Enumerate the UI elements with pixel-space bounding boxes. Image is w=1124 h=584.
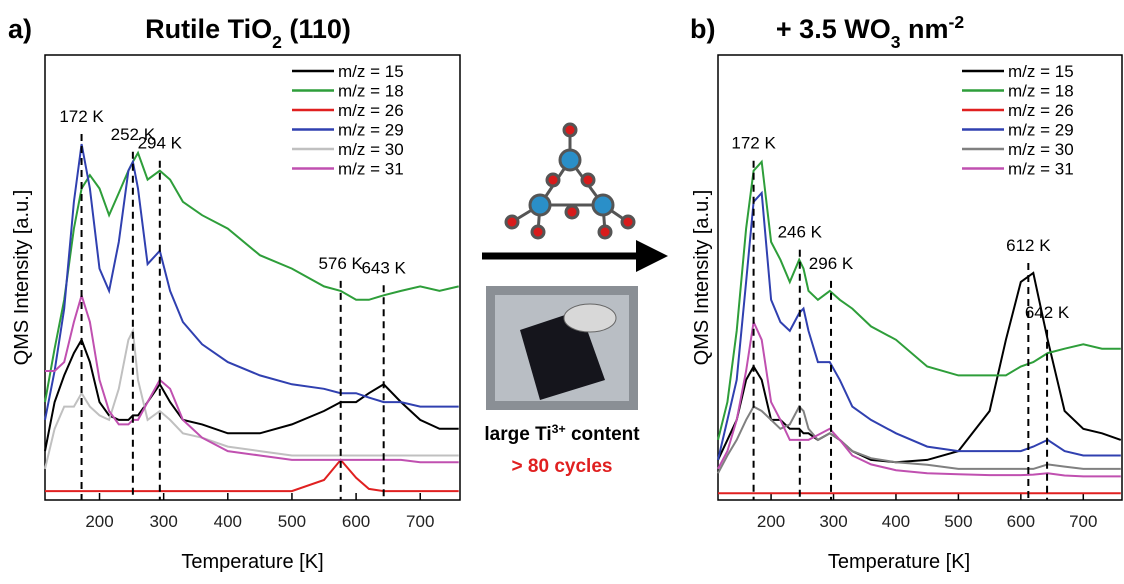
annotation-label: 642 K [1025, 303, 1070, 322]
annotation-label: 643 K [361, 258, 406, 277]
legend-label: m/z = 18 [1008, 82, 1074, 101]
annotation-label: 252 K [111, 125, 156, 144]
text-segment: nm [900, 14, 948, 44]
panel-label: b) [690, 14, 715, 44]
x-tick-label: 600 [342, 512, 370, 531]
annotation-label: 172 K [59, 107, 104, 126]
chart-title: Rutile TiO2 (110) [145, 14, 351, 52]
legend-label: m/z = 30 [1008, 140, 1074, 159]
chart-title: + 3.5 WO3 nm-2 [776, 12, 964, 52]
text-segment: Rutile TiO [145, 14, 272, 44]
data-line [717, 190, 1121, 461]
x-tick-label: 700 [406, 512, 434, 531]
annotation-label: 576 K [318, 254, 363, 273]
molecule-icon [504, 122, 636, 240]
legend-label: m/z = 31 [1008, 160, 1074, 179]
data-line [44, 337, 459, 452]
chart-panel: a) Rutile TiO2 (110) 200 300 400 500 600 700 Tem… [8, 14, 461, 573]
x-tick-label: 200 [85, 512, 113, 531]
x-tick-label: 300 [149, 512, 177, 531]
text-segment: large Ti [484, 424, 551, 445]
text-segment: 3+ [552, 422, 566, 436]
legend-label: m/z = 26 [1008, 101, 1074, 120]
annotation-label: 246 K [778, 223, 823, 242]
center-scheme [482, 122, 668, 410]
x-tick-label: 500 [944, 512, 972, 531]
legend-label: m/z = 15 [338, 62, 404, 81]
x-tick-label: 600 [1007, 512, 1035, 531]
caption: large Ti3+ content [484, 422, 640, 445]
x-axis-label: Temperature [K] [828, 551, 970, 573]
legend-label: m/z = 15 [1008, 62, 1074, 81]
annotation-label: 294 K [138, 134, 183, 153]
data-line [44, 150, 459, 403]
sample-photo [486, 286, 638, 410]
text-segment: -2 [948, 12, 964, 32]
panel-label: a) [8, 14, 32, 44]
data-line [45, 291, 459, 464]
x-tick-label: 300 [819, 512, 847, 531]
data-line [44, 327, 459, 470]
y-axis-label: QMS Intensity [a.u.] [691, 190, 713, 366]
text-segment: 3 [891, 32, 901, 52]
data-line [45, 458, 459, 493]
data-line [717, 318, 1121, 478]
data-line [717, 159, 1121, 441]
text-segment: content [566, 424, 641, 445]
text-segment: 2 [272, 32, 282, 52]
legend-label: m/z = 29 [338, 121, 404, 140]
x-tick-label: 400 [882, 512, 910, 531]
legend-label: m/z = 31 [338, 160, 404, 179]
x-tick-label: 700 [1069, 512, 1097, 531]
text-segment: (110) [282, 14, 351, 44]
center-text: large Ti3+ content > 80 cycles [484, 422, 640, 477]
annotation-label: 612 K [1006, 236, 1051, 255]
plot-frame [44, 54, 461, 501]
legend-label: m/z = 30 [338, 140, 404, 159]
cycles-note: > 80 cycles [512, 456, 613, 477]
text-segment: + 3.5 WO [776, 14, 891, 44]
legend-label: m/z = 29 [1008, 121, 1074, 140]
legend-label: m/z = 18 [338, 82, 404, 101]
chart-panel: b) + 3.5 WO3 nm-2 200 300 400 500 600 700 Temper… [690, 12, 1123, 573]
x-tick-label: 200 [757, 512, 785, 531]
annotation-label: 172 K [731, 134, 776, 153]
plot-frame [717, 54, 1123, 501]
x-tick-label: 500 [278, 512, 306, 531]
data-line [44, 143, 459, 421]
arrow-head [636, 240, 668, 272]
data-line [717, 271, 1122, 464]
legend-label: m/z = 26 [338, 101, 404, 120]
annotation-label: 296 K [809, 254, 854, 273]
x-axis-label: Temperature [K] [181, 551, 323, 573]
y-axis-label: QMS Intensity [a.u.] [11, 190, 33, 366]
x-tick-label: 400 [214, 512, 242, 531]
